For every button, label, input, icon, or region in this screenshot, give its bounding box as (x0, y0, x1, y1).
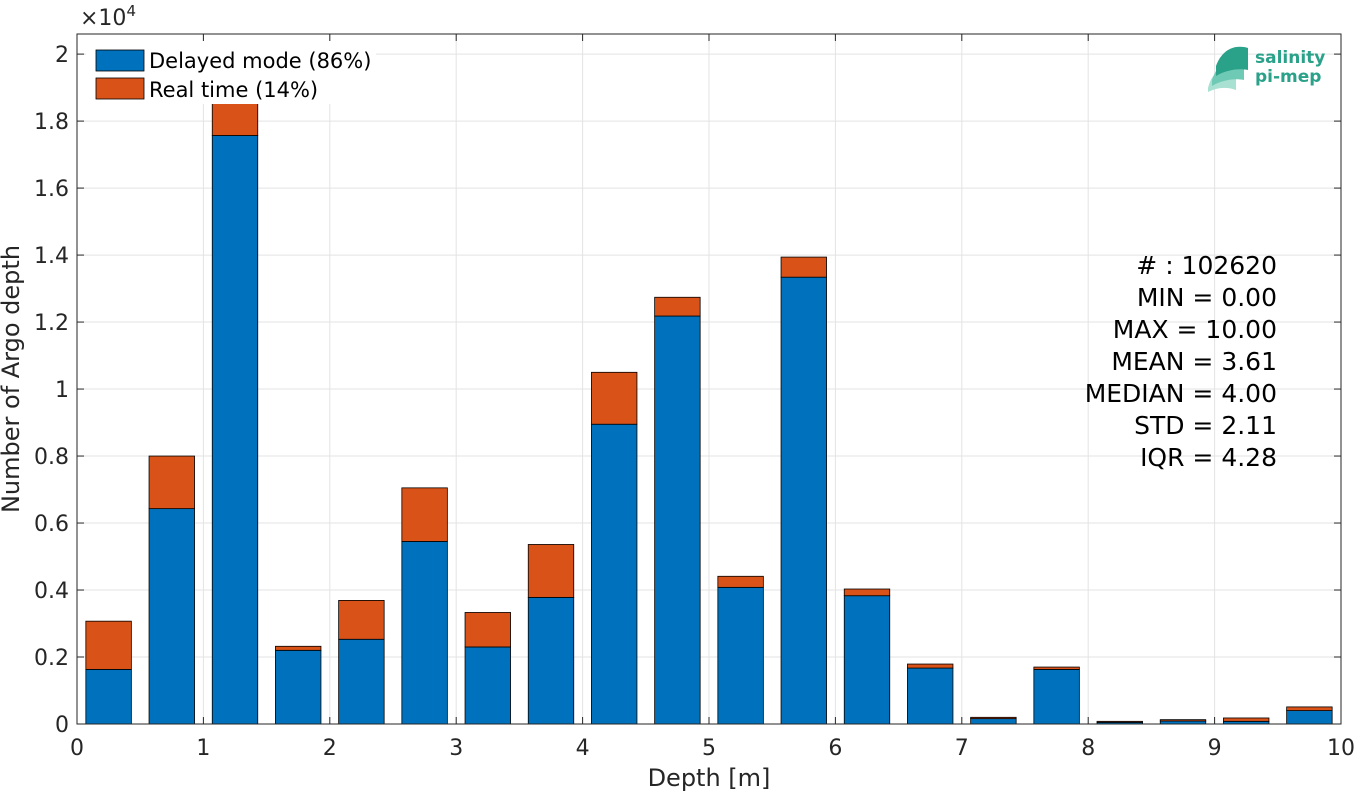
legend-swatch-realtime (95, 77, 145, 100)
stats-line: IQR = 4.28 (1140, 443, 1277, 472)
bar-delayed-mode (843, 595, 891, 725)
bar-real-time (464, 612, 511, 648)
x-tick-label: 1 (196, 736, 210, 761)
bar-real-time (1286, 706, 1333, 712)
legend-swatch-delayed (95, 49, 145, 72)
bar-delayed-mode (275, 649, 322, 725)
bar-delayed-mode (717, 586, 764, 725)
bar-real-time (780, 256, 827, 278)
bar-real-time (843, 588, 891, 597)
y-tick-label: 0 (55, 713, 69, 738)
salinity-pi-mep-logo: salinity pi-mep (1208, 46, 1325, 92)
stats-line: # : 102620 (1136, 251, 1277, 280)
x-tick-label: 7 (955, 736, 969, 761)
bar-real-time (527, 544, 575, 598)
bar-real-time (654, 296, 701, 317)
bar-real-time (148, 455, 195, 510)
bars (85, 63, 1333, 725)
y-tick-label: 1.4 (34, 244, 69, 269)
legend-label-delayed: Delayed mode (86%) (149, 49, 371, 73)
logo-waves-icon (1208, 46, 1248, 92)
bar-real-time (907, 663, 954, 669)
logo-text-salinity: salinity (1255, 48, 1325, 68)
x-tick-label: 6 (828, 736, 842, 761)
logo-text-pi-mep: pi-mep (1255, 67, 1321, 87)
x-tick-label: 4 (576, 736, 590, 761)
bar-delayed-mode (780, 276, 827, 725)
stats-line: MEDIAN = 4.00 (1085, 379, 1277, 408)
stats-line: MIN = 0.00 (1137, 283, 1277, 312)
x-tick-label: 10 (1327, 736, 1355, 761)
y-tick-label: 1 (55, 378, 69, 403)
bar-delayed-mode (338, 638, 385, 725)
stats-line: MEAN = 3.61 (1111, 347, 1277, 376)
stats-line: STD = 2.11 (1134, 411, 1277, 440)
y-tick-label: 0.4 (34, 579, 69, 604)
bar-delayed-mode (970, 718, 1017, 725)
bar-real-time (275, 645, 322, 651)
bar-real-time (717, 575, 764, 588)
bar-delayed-mode (464, 646, 511, 725)
x-tick-label: 8 (1081, 736, 1095, 761)
bar-real-time (401, 487, 448, 542)
bar-real-time (1033, 666, 1080, 670)
ticks: 0 1 2 3 4 5 6 7 8 9 10 0 0.2 0.4 0.6 0.8 1 1.2 1.4 1.6 1.8 2 (34, 34, 1355, 761)
x-tick-label: 5 (702, 736, 716, 761)
grid (77, 34, 1341, 724)
bar-real-time (1159, 719, 1207, 722)
bar-real-time (591, 371, 638, 425)
y-multiplier: ×104 (80, 2, 136, 31)
legend-label-realtime: Real time (14%) (149, 78, 318, 102)
bar-delayed-mode (401, 541, 448, 725)
y-tick-label: 2 (55, 43, 69, 68)
x-tick-label: 2 (323, 736, 337, 761)
x-tick-label: 0 (70, 736, 84, 761)
y-tick-label: 0.6 (34, 512, 69, 537)
stats-line: MAX = 10.00 (1113, 315, 1277, 344)
y-tick-label: 0.2 (34, 646, 69, 671)
y-tick-label: 1.2 (34, 311, 69, 336)
bar-delayed-mode (1033, 669, 1080, 725)
bar-real-time (1223, 717, 1270, 722)
bar-real-time (1096, 720, 1143, 723)
bar-real-time (338, 600, 385, 640)
bar-delayed-mode (85, 669, 132, 725)
bar-delayed-mode (148, 508, 195, 725)
y-axis-title: Number of Argo depth (0, 245, 25, 513)
bar-real-time (85, 620, 132, 670)
y-tick-label: 1.8 (34, 110, 69, 135)
bar-delayed-mode (211, 135, 259, 725)
x-tick-label: 3 (449, 736, 463, 761)
bar-delayed-mode (527, 596, 575, 725)
y-tick-label: 1.6 (34, 177, 69, 202)
x-axis-title: Depth [m] (648, 764, 771, 792)
bar-delayed-mode (907, 667, 954, 725)
legend: Delayed mode (86%) Real time (14%) (86, 41, 376, 104)
bar-delayed-mode (1286, 710, 1333, 725)
bar-delayed-mode (591, 423, 638, 725)
stats-annotation: # : 102620 MIN = 0.00 MAX = 10.00 MEAN = 3.… (1085, 251, 1277, 472)
y-tick-label: 0.8 (34, 445, 69, 470)
x-tick-label: 9 (1208, 736, 1222, 761)
bar-delayed-mode (654, 315, 701, 725)
bar-real-time (970, 716, 1017, 720)
